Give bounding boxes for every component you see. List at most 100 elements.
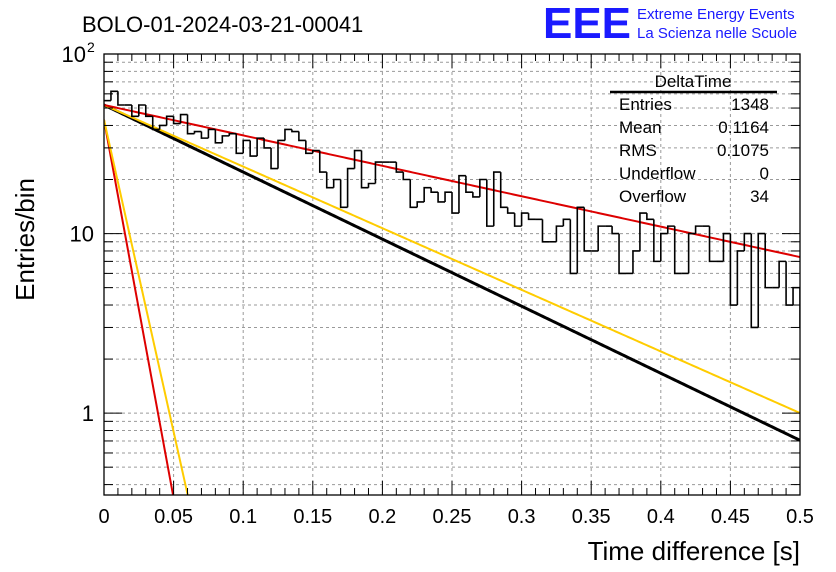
histogram-bin [200,131,209,139]
logo-line-2: La Scienza nelle Scuole [637,25,797,42]
histogram-bin [305,140,313,155]
histogram-bin [611,226,620,235]
x-tick-label: 0.2 [368,506,396,528]
histogram-bin [597,225,606,251]
histogram-bin [249,140,258,157]
histogram-bin [221,135,230,143]
y-tick-exponent: 2 [87,39,95,55]
histogram-bin [764,233,773,289]
x-tick-label: 0.1 [229,506,257,528]
x-tick-label: 0.15 [293,506,332,528]
histogram-bin [499,172,508,209]
histogram-bin [277,139,285,169]
stats-label-entries: Entries [619,95,672,114]
stats-label-underflow: Underflow [619,164,696,183]
histogram-bin [151,116,160,131]
fit-curve [104,104,800,259]
stats-value-entries: 1348 [731,95,769,114]
histogram-bin [430,187,439,193]
y-tick-label: 10 [62,42,86,67]
histogram-bin [444,191,452,202]
histogram-bin [131,105,139,118]
histogram-bin [778,260,787,288]
histogram-bin [750,233,759,329]
stats-value-mean: 0.1164 [718,118,769,137]
histogram-bin [513,213,522,227]
histogram-bin [576,206,585,274]
histogram-bin [486,179,494,227]
x-tick-label: 0.25 [433,506,472,528]
stats-value-rms: 0.1075 [717,141,769,160]
x-tick-label: 0 [98,506,109,528]
histogram-bin [743,232,752,251]
histogram-bin [458,174,466,214]
histogram-bin [186,114,195,135]
histogram-bin [395,162,404,173]
histogram-bin [618,233,626,275]
x-axis-label: Time difference [s] [588,536,800,566]
histogram-bin [708,226,717,263]
x-tick-labels: 0 0.05 0.1 0.15 0.2 0.25 0.3 0.35 0.4 0.45 0.5 [98,506,813,528]
fit-curve [104,104,800,414]
histogram-bin [569,219,578,275]
histogram-bin [520,212,529,227]
histogram-bin [673,226,682,275]
axis-ticks [103,53,801,495]
histogram-bin [757,232,766,328]
histogram-bin [694,225,703,234]
histogram-bin [270,147,278,170]
histogram-bin [193,130,202,134]
y-axis-label: Entries/bin [10,178,40,301]
stats-value-overflow: 34 [750,187,769,206]
histogram-bin [722,232,731,262]
histogram-bin [353,149,362,169]
histogram-bin [346,167,355,208]
histogram-bin [799,287,800,329]
histogram-bin [256,137,265,157]
histogram-bin [298,131,306,142]
histogram-bin [807,273,814,327]
histogram-bin [172,116,181,125]
histogram-bin [117,91,125,106]
histogram-bin [821,288,828,305]
histogram-bin [242,139,251,154]
histogram-bin [263,138,272,149]
fit-curve [104,103,800,442]
x-tick-label: 0.35 [572,506,611,528]
histogram-bin [325,172,334,189]
histogram-bin [729,233,738,306]
histogram-bin [792,286,800,306]
histogram-bin [179,113,188,124]
stats-label-mean: Mean [619,118,662,137]
histogram-bin [158,124,167,130]
x-tick-label: 0.3 [508,506,536,528]
histogram-bin [828,288,835,305]
histogram-bin [318,150,327,173]
histogram-bin [437,192,446,203]
histogram-bin [653,219,661,263]
histogram-bin [374,161,383,184]
histogram-bin [479,178,487,197]
y-tick-label: 10 [70,222,94,247]
histogram-bin [562,218,571,227]
histogram-bin [814,273,821,305]
x-tick-label: 0.5 [786,506,814,528]
histogram-bin [402,172,411,181]
histogram-bin [144,105,153,118]
histogram-bin [660,232,668,262]
histogram-bin [541,219,550,243]
stats-value-underflow: 0 [760,164,769,183]
histogram-bin [736,250,745,306]
stats-label-overflow: Overflow [619,187,687,206]
histogram-bin [409,179,418,209]
stats-box: DeltaTime Entries 1348 Mean 0.1164 RMS 0… [610,72,777,206]
histogram-bin [423,186,432,202]
histogram-bin [666,225,675,234]
histogram-bin [110,90,118,101]
histogram-bin [465,175,473,193]
histogram-bin [639,212,647,251]
y-tick-label: 1 [82,401,94,426]
histogram-bin [367,182,376,188]
histogram-bin [632,250,640,274]
